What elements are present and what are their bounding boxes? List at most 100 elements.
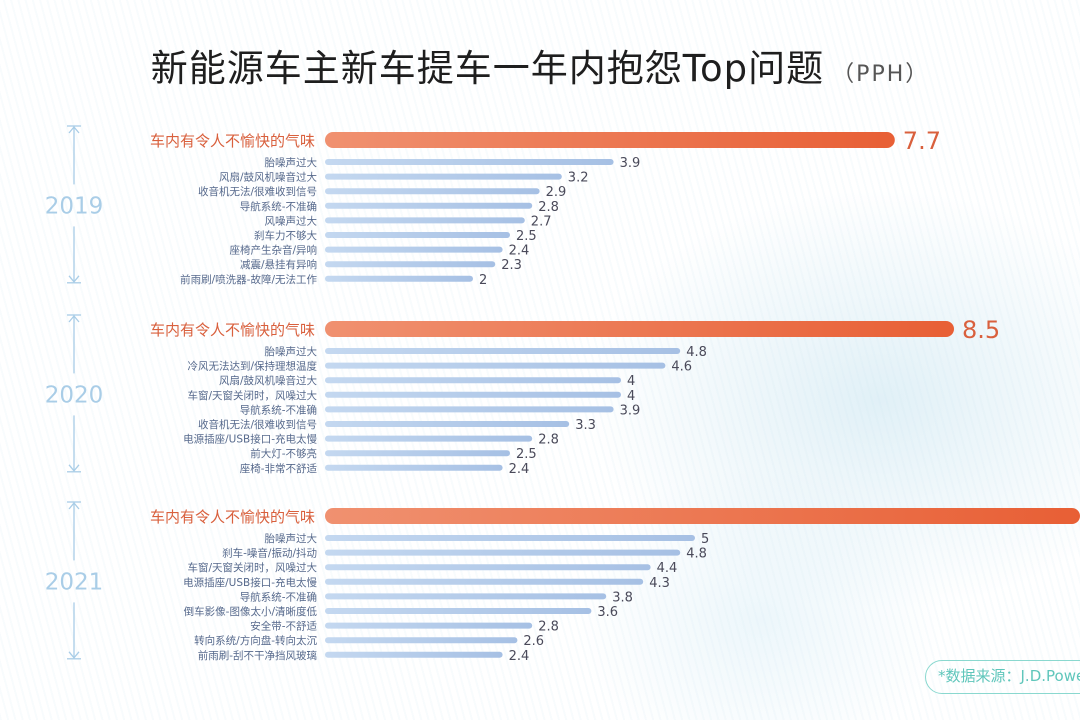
bar	[325, 637, 518, 644]
category-label: 风扇/鼓风机噪音过大	[219, 374, 318, 387]
category-label: 导航系统-不准确	[240, 200, 317, 213]
bar	[325, 535, 695, 541]
category-label: 风扇/鼓风机噪音过大	[219, 171, 318, 184]
category-label: 安全带-不舒适	[250, 620, 317, 633]
value-label: 2.7	[531, 214, 552, 229]
value-label: 2	[479, 273, 487, 288]
bar	[325, 391, 621, 398]
value-label: 3.8	[612, 590, 633, 605]
bar-highlight	[325, 321, 954, 337]
category-label: 倒车影像-图像太小/清晰度低	[184, 605, 318, 618]
value-label: 4.3	[649, 576, 670, 591]
bar	[325, 232, 510, 238]
year-label: 2019	[45, 193, 104, 219]
bar	[325, 435, 533, 442]
bar	[325, 348, 681, 354]
bar	[325, 651, 503, 658]
value-label: 4.8	[686, 345, 707, 360]
category-label-highlight: 车内有令人不愉快的气味	[150, 132, 315, 150]
value-label: 4.6	[671, 360, 692, 375]
bar	[325, 564, 651, 571]
category-label: 电源插座/USB接口-充电太慢	[183, 433, 317, 446]
value-label-highlight: 7.7	[903, 127, 941, 155]
bar	[325, 173, 562, 180]
category-label: 胎噪声过大	[265, 345, 318, 358]
bar	[325, 450, 510, 457]
category-label: 车窗/天窗关闭时，风噪过大	[187, 561, 317, 574]
bar	[325, 188, 540, 195]
category-label: 前雨刷/喷洗器-故障/无法工作	[180, 273, 317, 286]
bar	[325, 406, 614, 413]
value-label: 3.2	[568, 171, 589, 186]
category-label: 胎噪声过大	[265, 532, 318, 545]
chart-subtitle: （PPH）	[832, 62, 930, 87]
value-label: 2.4	[509, 649, 530, 664]
value-label: 2.9	[546, 185, 567, 200]
bar	[325, 578, 644, 585]
bar	[325, 362, 666, 369]
value-label: 2.8	[538, 433, 559, 448]
category-label: 电源插座/USB接口-充电太慢	[183, 576, 317, 589]
value-label: 3.3	[575, 418, 596, 433]
value-label: 3.6	[597, 605, 618, 620]
category-label-highlight: 车内有令人不愉快的气味	[150, 321, 315, 339]
arrow-up-icon	[68, 314, 80, 323]
category-label: 收音机无法/很难收到信号	[198, 185, 317, 198]
category-label: 冷风无法达到/保持理想温度	[187, 360, 317, 373]
bar	[325, 377, 621, 384]
value-label: 4	[627, 389, 635, 404]
bar-highlight	[325, 508, 1080, 524]
category-label: 胎噪声过大	[265, 156, 318, 169]
category-label-highlight: 车内有令人不愉快的气味	[150, 508, 315, 526]
value-label: 2.5	[516, 229, 537, 244]
value-label: 2.6	[523, 634, 544, 649]
bar	[325, 593, 607, 600]
year-label: 2021	[45, 569, 104, 595]
bar	[325, 159, 614, 165]
chart-title: 新能源车主新车提车一年内抱怨Top问题	[150, 47, 825, 90]
bar	[325, 464, 503, 471]
category-label: 导航系统-不准确	[240, 403, 317, 416]
category-label: 刹车-噪音/振动/抖动	[222, 547, 317, 560]
category-label: 风噪声过大	[265, 214, 318, 227]
bar	[325, 246, 503, 253]
data-source-note: *数据来源：J.D.Power	[925, 660, 1080, 694]
value-label: 2.5	[516, 447, 537, 462]
category-label: 减震/悬挂有异响	[240, 258, 317, 271]
year-label: 2020	[45, 382, 104, 408]
value-label: 2.8	[538, 620, 559, 635]
value-label-highlight: 8.5	[962, 316, 1000, 344]
value-label: 3.9	[620, 403, 641, 418]
value-label: 2.3	[501, 258, 522, 273]
arrow-up-icon	[68, 501, 80, 510]
category-label: 导航系统-不准确	[240, 590, 317, 603]
bar	[325, 261, 496, 268]
category-label: 座椅产生杂音/异响	[229, 244, 317, 257]
arrow-up-icon	[68, 125, 80, 134]
category-label: 车窗/天窗关闭时，风噪过大	[187, 389, 317, 402]
chart-title-block: 新能源车主新车提车一年内抱怨Top问题 （PPH）	[0, 38, 1080, 92]
bar	[325, 275, 473, 282]
value-label: 4	[627, 374, 635, 389]
value-label: 4.4	[657, 561, 678, 576]
value-label: 5	[701, 532, 709, 547]
arrow-down-icon	[68, 275, 80, 283]
category-label: 收音机无法/很难收到信号	[198, 418, 317, 431]
category-label: 前雨刷-刮不干净挡风玻璃	[198, 649, 317, 662]
bar	[325, 421, 570, 427]
bar	[325, 217, 525, 224]
value-label: 4.8	[686, 547, 707, 562]
arrow-down-icon	[68, 651, 80, 659]
bar	[325, 622, 533, 629]
value-label: 2.4	[509, 244, 530, 259]
bar	[325, 608, 592, 614]
bar	[325, 549, 681, 556]
category-label: 前大灯-不够亮	[250, 447, 317, 460]
category-label: 座椅-非常不舒适	[240, 462, 318, 475]
category-label: 刹车力不够大	[254, 229, 317, 242]
category-label: 转向系统/方向盘-转向太沉	[194, 634, 317, 647]
value-label: 3.9	[620, 156, 641, 171]
value-label: 2.4	[509, 462, 530, 477]
